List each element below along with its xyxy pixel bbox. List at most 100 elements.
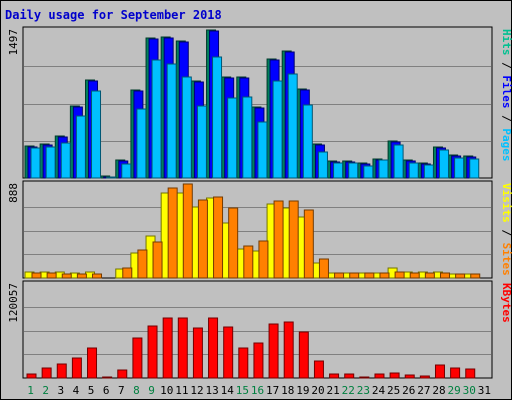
x-tick-label: 6 bbox=[103, 384, 110, 397]
bar-pages-1 bbox=[30, 147, 41, 179]
bar-sites-24 bbox=[379, 272, 390, 279]
bar-kbytes-2 bbox=[41, 367, 52, 379]
x-tick-label: 8 bbox=[133, 384, 140, 397]
axis-label-part: / bbox=[500, 56, 512, 76]
bar-kbytes-7 bbox=[117, 369, 128, 379]
x-tick-label: 31 bbox=[478, 384, 491, 397]
bar-pages-16 bbox=[257, 121, 268, 179]
bar-pages-11 bbox=[181, 76, 192, 179]
bar-kbytes-21 bbox=[329, 373, 340, 379]
bar-pages-27 bbox=[423, 164, 434, 179]
axis-label-part: Sites bbox=[500, 243, 512, 276]
bar-sites-4 bbox=[76, 273, 87, 279]
bar-kbytes-5 bbox=[87, 347, 98, 379]
bar-sites-15 bbox=[243, 245, 254, 279]
bar-kbytes-26 bbox=[404, 374, 415, 379]
bar-sites-19 bbox=[303, 209, 314, 279]
axis-label-part: Hits bbox=[500, 29, 512, 56]
panel-kbytes: 120057 KBytes bbox=[7, 280, 512, 379]
axis-label-part: / bbox=[500, 223, 512, 243]
bar-kbytes-1 bbox=[26, 373, 37, 379]
x-tick-label: 1 bbox=[27, 384, 34, 397]
y-max-label: 888 bbox=[7, 183, 20, 203]
bar-kbytes-30 bbox=[465, 368, 476, 379]
bar-sites-17 bbox=[273, 200, 284, 279]
bar-sites-10 bbox=[167, 187, 178, 279]
x-tick-label: 21 bbox=[327, 384, 340, 397]
x-tick-label: 11 bbox=[175, 384, 188, 397]
bar-kbytes-20 bbox=[313, 360, 324, 379]
axis-label-part: Pages bbox=[500, 128, 512, 161]
x-tick-label: 12 bbox=[190, 384, 203, 397]
bar-pages-30 bbox=[469, 158, 480, 179]
x-tick-label: 25 bbox=[387, 384, 400, 397]
bar-sites-16 bbox=[258, 240, 269, 279]
bar-sites-20 bbox=[318, 258, 329, 279]
bar-sites-2 bbox=[46, 272, 57, 279]
axis-label-part: Visits bbox=[500, 183, 512, 223]
chart-title: Daily usage for September 2018 bbox=[5, 8, 222, 22]
bar-pages-18 bbox=[287, 73, 298, 179]
x-tick-label: 2 bbox=[42, 384, 49, 397]
bar-kbytes-29 bbox=[450, 367, 461, 379]
bar-sites-27 bbox=[424, 272, 435, 279]
bar-kbytes-22 bbox=[344, 373, 355, 379]
x-tick-label: 9 bbox=[148, 384, 155, 397]
panel-visits: 888 Visits / Sites bbox=[7, 180, 512, 279]
bar-pages-13 bbox=[212, 56, 223, 179]
bar-pages-8 bbox=[136, 108, 147, 179]
bar-pages-10 bbox=[166, 63, 177, 179]
bar-pages-3 bbox=[60, 142, 71, 179]
bar-pages-7 bbox=[121, 163, 132, 179]
bar-sites-9 bbox=[152, 241, 163, 279]
x-tick-label: 27 bbox=[417, 384, 430, 397]
bar-kbytes-25 bbox=[389, 372, 400, 379]
x-tick-label: 3 bbox=[58, 384, 65, 397]
panel-requests: 1497 Hits / Files / Pages bbox=[7, 26, 512, 179]
x-tick-label: 26 bbox=[402, 384, 415, 397]
bar-pages-12 bbox=[196, 105, 207, 179]
bar-sites-5 bbox=[92, 273, 103, 279]
bar-kbytes-12 bbox=[192, 327, 203, 379]
x-tick-label: 28 bbox=[432, 384, 445, 397]
x-tick-label: 23 bbox=[357, 384, 370, 397]
bar-sites-8 bbox=[137, 249, 148, 279]
bar-sites-13 bbox=[213, 196, 224, 279]
axis-label-part: / bbox=[500, 109, 512, 129]
bar-pages-9 bbox=[151, 59, 162, 179]
x-tick-label: 22 bbox=[342, 384, 355, 397]
bar-kbytes-28 bbox=[434, 364, 445, 379]
bar-kbytes-3 bbox=[56, 363, 67, 379]
bar-pages-6 bbox=[106, 176, 117, 179]
bar-kbytes-4 bbox=[71, 357, 82, 379]
bar-kbytes-16 bbox=[253, 342, 264, 379]
bar-sites-11 bbox=[182, 183, 193, 279]
bar-kbytes-17 bbox=[268, 323, 279, 379]
x-tick-label: 14 bbox=[221, 384, 235, 397]
bar-kbytes-13 bbox=[208, 317, 219, 379]
bar-kbytes-19 bbox=[298, 331, 309, 379]
axis-label-visits: Visits / Sites bbox=[500, 183, 512, 276]
x-tick-label: 10 bbox=[160, 384, 173, 397]
bar-pages-29 bbox=[454, 157, 465, 179]
bar-sites-25 bbox=[394, 271, 405, 279]
bar-kbytes-14 bbox=[223, 326, 234, 379]
bar-sites-28 bbox=[439, 272, 450, 279]
x-axis-labels: 1 2 3 4 5 6 7 8 9 10 11 12 13 14 15 16 17 18 19 20 21 22 23 24 2… bbox=[27, 384, 491, 397]
bar-sites-7 bbox=[122, 267, 133, 279]
bar-kbytes-9 bbox=[147, 325, 158, 379]
bar-pages-5 bbox=[91, 90, 102, 179]
bar-pages-2 bbox=[45, 146, 56, 179]
x-tick-label: 7 bbox=[118, 384, 125, 397]
bar-sites-12 bbox=[197, 199, 208, 279]
bar-sites-18 bbox=[288, 200, 299, 279]
x-tick-label: 18 bbox=[281, 384, 294, 397]
bar-pages-22 bbox=[348, 162, 359, 179]
bar-pages-25 bbox=[393, 144, 404, 179]
x-tick-label: 16 bbox=[251, 384, 264, 397]
bar-pages-28 bbox=[438, 149, 449, 179]
axis-label-part: Files bbox=[500, 75, 512, 108]
bar-pages-14 bbox=[227, 97, 238, 179]
x-tick-label: 15 bbox=[236, 384, 249, 397]
